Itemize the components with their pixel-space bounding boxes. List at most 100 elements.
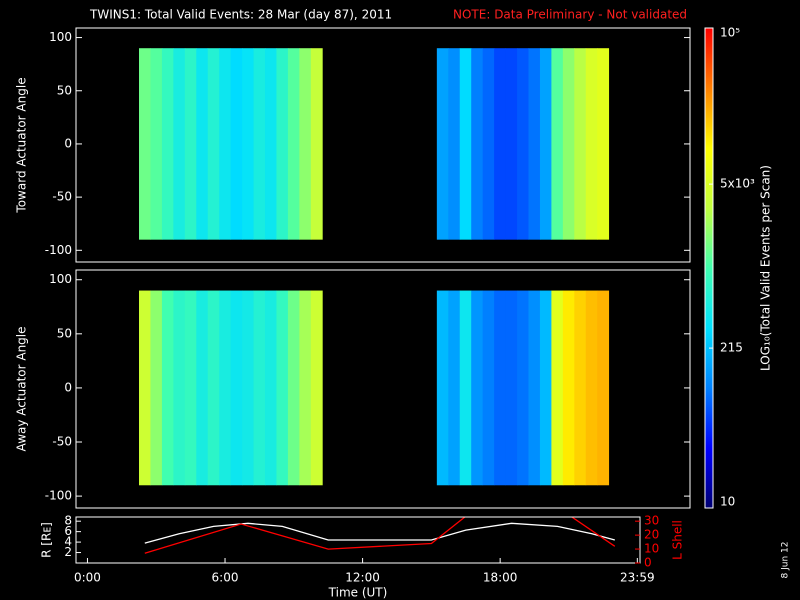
colorbar-cell xyxy=(705,372,713,375)
colorbar-cell xyxy=(705,326,713,329)
colorbar-cell xyxy=(705,36,713,39)
colorbar-tick-label: 215 xyxy=(720,341,743,355)
note: NOTE: Data Preliminary - Not validated xyxy=(453,8,687,22)
colorbar-cell xyxy=(705,60,713,63)
colorbar-cell xyxy=(705,306,713,309)
heatmap-cell xyxy=(517,290,529,486)
colorbar-cell xyxy=(705,244,713,247)
colorbar-cell xyxy=(705,312,713,315)
colorbar-cell xyxy=(705,340,713,343)
colorbar-cell xyxy=(705,344,713,347)
colorbar-cell xyxy=(705,44,713,47)
heatmap-cell xyxy=(539,290,552,486)
colorbar-cell xyxy=(705,378,713,381)
colorbar-cell xyxy=(705,216,713,219)
colorbar-cell xyxy=(705,112,713,115)
colorbar-cell xyxy=(705,276,713,279)
colorbar-cell xyxy=(705,420,713,423)
colorbar-cell xyxy=(705,202,713,205)
colorbar-cell xyxy=(705,310,713,313)
colorbar-cell xyxy=(705,384,713,387)
colorbar-cell xyxy=(705,462,713,465)
y-tick-label: 0 xyxy=(64,136,72,150)
colorbar-cell xyxy=(705,452,713,455)
colorbar-cell xyxy=(705,364,713,367)
colorbar-cell xyxy=(705,404,713,407)
heatmap-cell xyxy=(574,48,587,240)
colorbar-cell xyxy=(705,92,713,95)
colorbar-cell xyxy=(705,440,713,443)
colorbar-cell xyxy=(705,458,713,461)
colorbar-tick-label: 10⁵ xyxy=(720,26,740,40)
colorbar-cell xyxy=(705,496,713,499)
colorbar-cell xyxy=(705,38,713,41)
colorbar-cell xyxy=(705,210,713,213)
colorbar-cell xyxy=(705,328,713,331)
colorbar-cell xyxy=(705,274,713,277)
colorbar-cell xyxy=(705,500,713,503)
colorbar-cell xyxy=(705,186,713,189)
heatmap-cell xyxy=(517,48,529,240)
heatmap-cell xyxy=(150,290,163,486)
colorbar-cell xyxy=(705,336,713,339)
colorbar-cell xyxy=(705,226,713,229)
colorbar-cell xyxy=(705,304,713,307)
heatmap-cell xyxy=(505,290,518,486)
plot-frame xyxy=(75,27,691,263)
colorbar-cell xyxy=(705,290,713,293)
colorbar-cell xyxy=(705,492,713,495)
colorbar-cell xyxy=(705,342,713,345)
colorbar-cell xyxy=(705,410,713,413)
colorbar-cell xyxy=(705,176,713,179)
x-tick-label: 23:59 xyxy=(620,571,655,585)
colorbar-cell xyxy=(705,468,713,471)
colorbar-cell xyxy=(705,124,713,127)
colorbar-cell xyxy=(705,248,713,251)
colorbar-cell xyxy=(705,288,713,291)
colorbar-cell xyxy=(705,104,713,107)
heatmap-cell xyxy=(219,290,232,486)
colorbar-cell xyxy=(705,476,713,479)
colorbar-cell xyxy=(705,50,713,53)
heatmap-cell xyxy=(150,48,163,240)
colorbar-cell xyxy=(705,416,713,419)
colorbar-cell xyxy=(705,318,713,321)
colorbar-cell xyxy=(705,260,713,263)
colorbar-cell xyxy=(705,84,713,87)
colorbar-cell xyxy=(705,366,713,369)
colorbar-cell xyxy=(705,338,713,341)
colorbar-cell xyxy=(705,236,713,239)
colorbar-cell xyxy=(705,86,713,89)
y2-axis-label: L Shell xyxy=(671,520,685,560)
colorbar-cell xyxy=(705,270,713,273)
colorbar-cell xyxy=(705,464,713,467)
colorbar-cell xyxy=(705,348,713,351)
heatmap-cell xyxy=(528,48,541,240)
heatmap-cell xyxy=(436,290,449,486)
colorbar-cell xyxy=(705,438,713,441)
colorbar-cell xyxy=(705,424,713,427)
colorbar-cell xyxy=(705,208,713,211)
y-tick-label: 0 xyxy=(64,380,72,394)
y-axis-label: R [Rᴇ] xyxy=(40,522,54,558)
colorbar-cell xyxy=(705,132,713,135)
colorbar-cell xyxy=(705,302,713,305)
colorbar-cell xyxy=(705,346,713,349)
heatmap-cell xyxy=(276,290,289,486)
y-axis-label: Toward Actuator Angle xyxy=(15,77,29,213)
heatmap-cell xyxy=(139,48,151,240)
colorbar-cell xyxy=(705,256,713,259)
heatmap-cell xyxy=(597,48,610,240)
colorbar-cell xyxy=(705,72,713,75)
heatmap-cell xyxy=(299,290,312,486)
heatmap-cell xyxy=(161,290,174,486)
y-tick-label: 50 xyxy=(57,326,72,340)
colorbar-cell xyxy=(705,166,713,169)
colorbar-cell xyxy=(705,392,713,395)
heatmap-cell xyxy=(173,290,186,486)
heatmap-cell xyxy=(310,290,323,486)
heatmap-cell xyxy=(196,290,209,486)
y-tick-label: 8 xyxy=(64,514,72,528)
colorbar-cell xyxy=(705,386,713,389)
